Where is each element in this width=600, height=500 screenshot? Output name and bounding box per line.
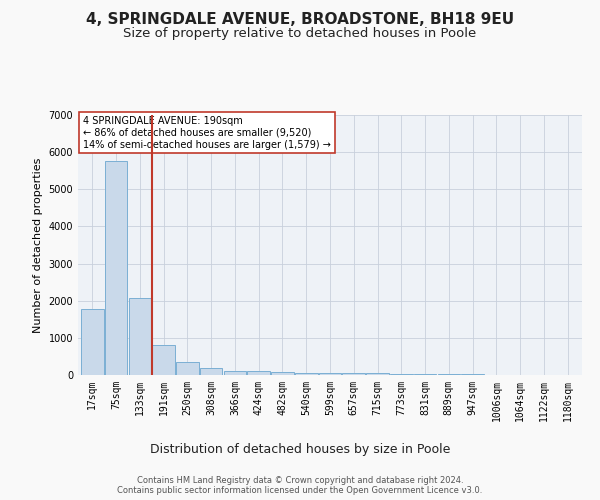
- Text: 4, SPRINGDALE AVENUE, BROADSTONE, BH18 9EU: 4, SPRINGDALE AVENUE, BROADSTONE, BH18 9…: [86, 12, 514, 28]
- Bar: [81, 310, 104, 375]
- Bar: [200, 368, 223, 375]
- Bar: [437, 374, 460, 375]
- Y-axis label: Number of detached properties: Number of detached properties: [33, 158, 43, 332]
- Bar: [224, 371, 246, 375]
- Bar: [128, 298, 151, 375]
- Bar: [390, 374, 413, 375]
- Bar: [461, 374, 484, 375]
- Bar: [105, 162, 127, 375]
- Bar: [343, 373, 365, 375]
- Bar: [176, 362, 199, 375]
- Bar: [366, 373, 389, 375]
- Bar: [295, 373, 317, 375]
- Text: Contains HM Land Registry data © Crown copyright and database right 2024.
Contai: Contains HM Land Registry data © Crown c…: [118, 476, 482, 495]
- Text: 4 SPRINGDALE AVENUE: 190sqm
← 86% of detached houses are smaller (9,520)
14% of : 4 SPRINGDALE AVENUE: 190sqm ← 86% of det…: [83, 116, 331, 150]
- Bar: [319, 373, 341, 375]
- Bar: [152, 344, 175, 375]
- Bar: [247, 372, 270, 375]
- Text: Distribution of detached houses by size in Poole: Distribution of detached houses by size …: [150, 442, 450, 456]
- Text: Size of property relative to detached houses in Poole: Size of property relative to detached ho…: [124, 28, 476, 40]
- Bar: [271, 372, 294, 375]
- Bar: [414, 374, 436, 375]
